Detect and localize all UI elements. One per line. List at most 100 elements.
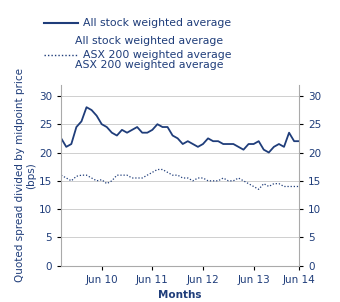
ASX 200 weighted average: [297, 185, 301, 188]
ASX 200 weighted average: [84, 173, 88, 177]
ASX 200 weighted average: [277, 182, 281, 185]
All stock weighted average: [176, 137, 180, 140]
All stock weighted average: [201, 142, 205, 146]
ASX 200 weighted average: [69, 179, 73, 183]
ASX 200 weighted average: [95, 179, 99, 183]
All stock weighted average: [125, 131, 129, 134]
ASX 200 weighted average: [171, 173, 175, 177]
All stock weighted average: [191, 142, 195, 146]
All stock weighted average: [120, 128, 124, 132]
ASX 200 weighted average: [236, 176, 240, 180]
All stock weighted average: [166, 125, 170, 129]
ASX 200 weighted average: [166, 171, 170, 174]
All stock weighted average: [241, 148, 245, 152]
All stock weighted average: [282, 145, 286, 149]
Line: ASX 200 weighted average: ASX 200 weighted average: [61, 169, 299, 189]
ASX 200 weighted average: [257, 188, 261, 191]
ASX 200 weighted average: [282, 185, 286, 188]
Text: All stock weighted average: All stock weighted average: [83, 18, 231, 28]
ASX 200 weighted average: [130, 176, 134, 180]
All stock weighted average: [272, 145, 276, 149]
All stock weighted average: [74, 125, 79, 129]
ASX 200 weighted average: [135, 176, 139, 180]
All stock weighted average: [140, 131, 144, 134]
ASX 200 weighted average: [262, 182, 266, 185]
All stock weighted average: [221, 142, 225, 146]
ASX 200 weighted average: [115, 173, 119, 177]
ASX 200 weighted average: [211, 179, 215, 183]
ASX 200 weighted average: [201, 176, 205, 180]
All stock weighted average: [226, 142, 230, 146]
All stock weighted average: [181, 142, 185, 146]
All stock weighted average: [145, 131, 149, 134]
All stock weighted average: [246, 142, 251, 146]
All stock weighted average: [257, 140, 261, 143]
ASX 200 weighted average: [272, 182, 276, 185]
ASX 200 weighted average: [252, 185, 256, 188]
ASX 200 weighted average: [145, 173, 149, 177]
All stock weighted average: [80, 120, 84, 123]
ASX 200 weighted average: [292, 185, 296, 188]
ASX 200 weighted average: [160, 168, 165, 171]
ASX 200 weighted average: [231, 179, 235, 183]
All stock weighted average: [277, 142, 281, 146]
All stock weighted average: [155, 122, 159, 126]
All stock weighted average: [206, 137, 210, 140]
All stock weighted average: [231, 142, 235, 146]
ASX 200 weighted average: [89, 176, 94, 180]
ASX 200 weighted average: [74, 175, 79, 178]
All stock weighted average: [160, 125, 165, 129]
All stock weighted average: [84, 105, 88, 109]
All stock weighted average: [262, 148, 266, 152]
All stock weighted average: [95, 114, 99, 117]
ASX 200 weighted average: [226, 179, 230, 183]
All stock weighted average: [59, 137, 63, 140]
ASX 200 weighted average: [221, 176, 225, 180]
All stock weighted average: [252, 142, 256, 146]
Text: ASX 200 weighted average: ASX 200 weighted average: [83, 50, 232, 60]
All stock weighted average: [216, 140, 220, 143]
ASX 200 weighted average: [176, 173, 180, 177]
All stock weighted average: [100, 122, 104, 126]
All stock weighted average: [171, 134, 175, 137]
ASX 200 weighted average: [196, 176, 200, 180]
All stock weighted average: [292, 140, 296, 143]
All stock weighted average: [186, 140, 190, 143]
ASX 200 weighted average: [241, 179, 245, 183]
ASX 200 weighted average: [80, 173, 84, 177]
All stock weighted average: [287, 131, 291, 134]
Text: ASX 200 weighted average: ASX 200 weighted average: [75, 60, 223, 70]
ASX 200 weighted average: [181, 176, 185, 180]
X-axis label: Months: Months: [158, 290, 202, 300]
All stock weighted average: [267, 151, 271, 154]
Line: All stock weighted average: All stock weighted average: [61, 107, 299, 153]
All stock weighted average: [196, 145, 200, 149]
ASX 200 weighted average: [150, 171, 154, 174]
ASX 200 weighted average: [125, 173, 129, 177]
All stock weighted average: [89, 108, 94, 112]
ASX 200 weighted average: [140, 176, 144, 180]
ASX 200 weighted average: [64, 176, 68, 180]
ASX 200 weighted average: [120, 173, 124, 177]
ASX 200 weighted average: [287, 185, 291, 188]
Y-axis label: Quoted spread divided by midpoint price
(bps): Quoted spread divided by midpoint price …: [15, 68, 36, 282]
ASX 200 weighted average: [246, 182, 251, 185]
ASX 200 weighted average: [105, 182, 109, 185]
All stock weighted average: [135, 125, 139, 129]
All stock weighted average: [236, 145, 240, 149]
All stock weighted average: [150, 128, 154, 132]
ASX 200 weighted average: [267, 185, 271, 188]
All stock weighted average: [69, 142, 73, 146]
ASX 200 weighted average: [59, 173, 63, 177]
ASX 200 weighted average: [155, 168, 159, 171]
ASX 200 weighted average: [110, 179, 114, 183]
All stock weighted average: [110, 131, 114, 134]
All stock weighted average: [211, 140, 215, 143]
All stock weighted average: [64, 145, 68, 149]
All stock weighted average: [130, 128, 134, 132]
All stock weighted average: [105, 125, 109, 129]
All stock weighted average: [297, 140, 301, 143]
Text: All stock weighted average: All stock weighted average: [75, 36, 223, 46]
ASX 200 weighted average: [206, 179, 210, 183]
ASX 200 weighted average: [191, 179, 195, 183]
